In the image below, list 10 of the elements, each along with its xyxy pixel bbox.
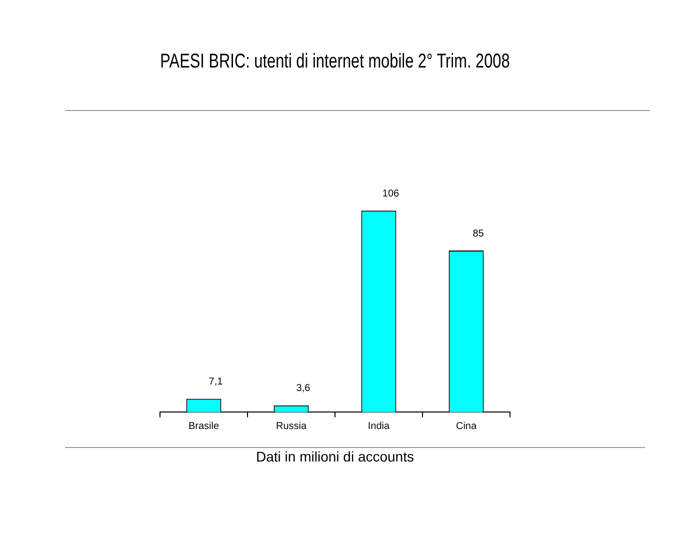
data-label: 7,1 <box>208 376 224 388</box>
x-axis-title: Dati in milioni di accounts <box>256 448 414 464</box>
chart-title: PAESI BRIC: utenti di internet mobile 2° Trim. 2008 <box>160 50 510 72</box>
x-tick-label: India <box>368 420 390 432</box>
x-tick-label: Brasile <box>188 420 220 432</box>
data-label: 106 <box>382 188 400 200</box>
data-label: 85 <box>472 228 484 240</box>
x-tick-label: Russia <box>276 420 307 432</box>
x-tick-label: Cina <box>456 420 477 432</box>
data-label: 3,6 <box>296 383 311 394</box>
